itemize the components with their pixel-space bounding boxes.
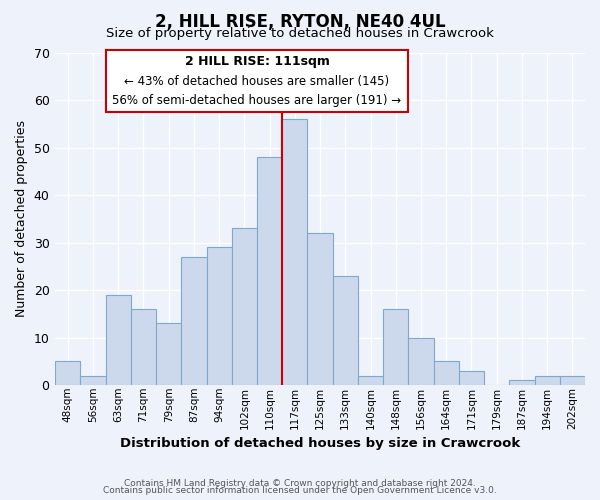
Text: 2 HILL RISE: 111sqm: 2 HILL RISE: 111sqm	[185, 54, 329, 68]
Bar	[459, 371, 484, 385]
Bar	[257, 157, 282, 385]
Text: 56% of semi-detached houses are larger (191) →: 56% of semi-detached houses are larger (…	[112, 94, 401, 108]
Bar	[383, 309, 409, 385]
Bar	[409, 338, 434, 385]
Text: Contains HM Land Registry data © Crown copyright and database right 2024.: Contains HM Land Registry data © Crown c…	[124, 478, 476, 488]
Bar	[55, 362, 80, 385]
Bar	[80, 376, 106, 385]
Bar	[181, 257, 206, 385]
Bar	[358, 376, 383, 385]
Bar	[156, 324, 181, 385]
X-axis label: Distribution of detached houses by size in Crawcrook: Distribution of detached houses by size …	[120, 437, 520, 450]
Text: Size of property relative to detached houses in Crawcrook: Size of property relative to detached ho…	[106, 28, 494, 40]
Y-axis label: Number of detached properties: Number of detached properties	[15, 120, 28, 318]
Text: 2, HILL RISE, RYTON, NE40 4UL: 2, HILL RISE, RYTON, NE40 4UL	[155, 12, 445, 30]
Bar	[509, 380, 535, 385]
Bar	[206, 248, 232, 385]
Bar	[131, 309, 156, 385]
Text: Contains public sector information licensed under the Open Government Licence v3: Contains public sector information licen…	[103, 486, 497, 495]
Bar	[282, 119, 307, 385]
FancyBboxPatch shape	[106, 50, 409, 112]
Bar	[560, 376, 585, 385]
Bar	[535, 376, 560, 385]
Bar	[332, 276, 358, 385]
Bar	[232, 228, 257, 385]
Bar	[307, 233, 332, 385]
Bar	[434, 362, 459, 385]
Text: ← 43% of detached houses are smaller (145): ← 43% of detached houses are smaller (14…	[124, 74, 389, 88]
Bar	[106, 295, 131, 385]
